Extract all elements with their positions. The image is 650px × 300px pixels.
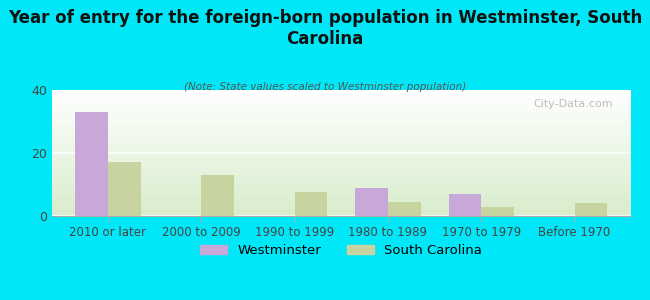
Bar (202, 175, 234, 216)
Bar (575, 203, 607, 216)
Bar (356, 188, 388, 216)
Bar (481, 206, 514, 216)
Legend: Westminster, South Carolina: Westminster, South Carolina (195, 239, 488, 262)
Bar (108, 162, 140, 216)
Bar (75, 112, 108, 216)
Text: (Note: State values scaled to Westminster population): (Note: State values scaled to Westminste… (184, 82, 466, 92)
Bar (448, 194, 481, 216)
Bar (388, 202, 421, 216)
Text: City-Data.com: City-Data.com (534, 99, 613, 109)
Text: Year of entry for the foreign-born population in Westminster, South
Carolina: Year of entry for the foreign-born popul… (8, 9, 642, 48)
Bar (294, 192, 327, 216)
